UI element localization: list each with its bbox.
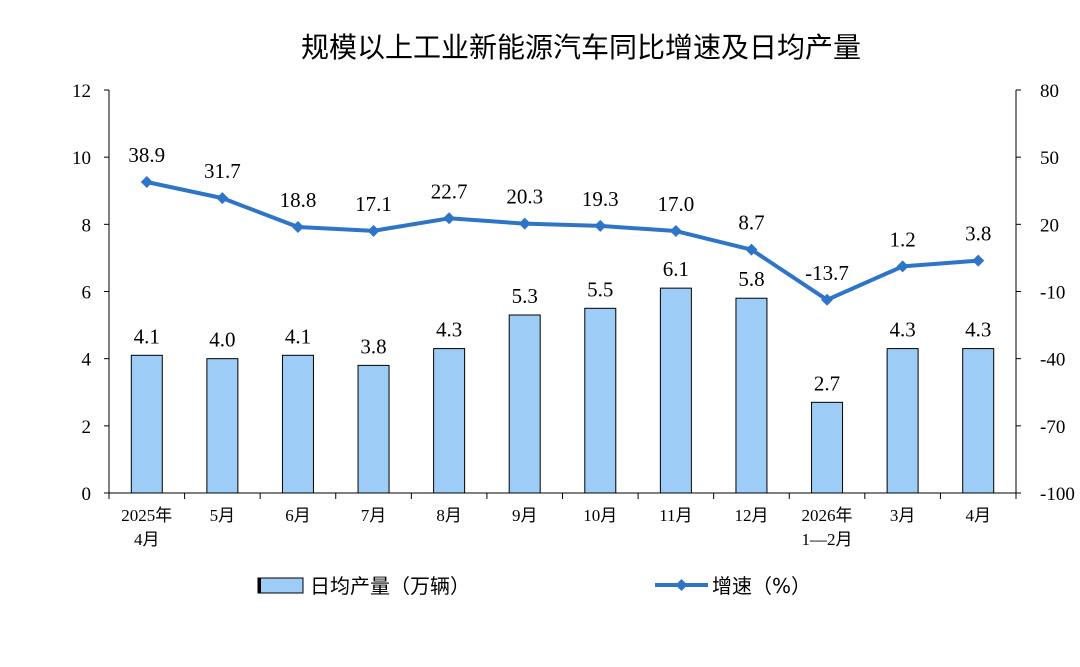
line-value-label: 3.8 (965, 222, 991, 246)
bar-value-label: 4.0 (209, 328, 235, 352)
line-point (594, 219, 607, 232)
bar (206, 358, 239, 494)
bar (659, 287, 692, 494)
bar (735, 297, 768, 494)
bar-value-label: 3.8 (360, 334, 386, 358)
bar (508, 314, 541, 494)
bar (584, 307, 617, 494)
line-value-label: 19.3 (582, 187, 619, 211)
x-tick-label: 1—2月 (802, 530, 853, 549)
line-value-label: 20.3 (506, 185, 543, 209)
line-value-label: 17.0 (658, 192, 695, 216)
bar-value-label: 5.5 (587, 277, 613, 301)
x-tick-label: 3月 (890, 506, 916, 525)
line-point (367, 224, 380, 237)
x-tick-label: 7月 (361, 506, 387, 525)
legend: 日均产量（万辆） 增速（%） (257, 574, 811, 598)
legend-bar-label: 日均产量（万辆） (310, 574, 470, 598)
chart-title: 规模以上工业新能源汽车同比增速及日均产量 (301, 31, 861, 64)
bar (962, 348, 995, 494)
bar-value-label: 2.7 (814, 371, 840, 395)
bars (130, 287, 995, 494)
y-left-tick-label: 10 (72, 148, 91, 169)
y-left-tick-label: 6 (82, 283, 92, 304)
y-right-tick-label: -70 (1040, 417, 1065, 438)
bar-value-label: 4.1 (285, 324, 311, 348)
legend-line-label: 增速（%） (712, 574, 811, 598)
data-labels: 4.1 4.0 4.1 3.8 4.3 5.3 5.5 6.1 5.8 2.7 4.3 4.3 38.9… (128, 143, 991, 395)
line-value-label: 1.2 (890, 227, 916, 251)
y-left-tick-label: 12 (72, 81, 91, 102)
bar-value-label: 6.1 (663, 257, 689, 281)
line-point (669, 225, 682, 238)
line-point (972, 254, 985, 267)
bar (130, 354, 163, 494)
bar (886, 348, 919, 494)
line-value-label: 22.7 (431, 179, 468, 203)
bar (433, 348, 466, 494)
y-right-tick-label: 80 (1040, 81, 1059, 102)
x-tick-label: 4月 (134, 530, 160, 549)
legend-bar-swatch (257, 577, 304, 594)
line-value-label: 8.7 (738, 211, 764, 235)
y-right-tick-label: 20 (1040, 215, 1059, 236)
line-point (443, 212, 456, 225)
line-value-label: -13.7 (805, 261, 849, 285)
bar-value-label: 4.3 (965, 318, 991, 342)
bar-value-label: 5.3 (512, 284, 538, 308)
y-right-tick-label: -10 (1040, 283, 1065, 304)
y-left-tick-label: 2 (82, 417, 92, 438)
legend-bar-swatch-edge (258, 578, 261, 593)
x-tick-label: 4月 (965, 506, 991, 525)
bar (281, 354, 314, 494)
line-point (896, 260, 909, 273)
y-right-tick-label: 50 (1040, 148, 1059, 169)
x-tick-label: 10月 (583, 506, 617, 525)
line-point (745, 243, 758, 256)
x-tick-label: 8月 (436, 506, 462, 525)
axes: 0 2 4 6 8 10 12 -100 -70 -40 -10 20 50 80 (72, 81, 1075, 505)
y-left-tick-label: 0 (82, 484, 92, 505)
line-value-label: 17.1 (355, 192, 392, 216)
growth-line (146, 180, 979, 302)
line-series (140, 176, 985, 306)
line-value-label: 31.7 (204, 159, 241, 183)
x-tick-label: 5月 (210, 506, 236, 525)
bar-value-label: 4.1 (134, 324, 160, 348)
x-tick-label: 2025年 (121, 506, 172, 525)
bar-value-label: 5.8 (738, 267, 764, 291)
x-tick-label: 6月 (285, 506, 311, 525)
line-value-label: 38.9 (128, 143, 165, 167)
line-point (821, 293, 834, 306)
y-right-tick-label: -40 (1040, 350, 1065, 371)
bar (357, 364, 390, 494)
y-left-tick-label: 4 (82, 350, 92, 371)
x-tick-label: 11月 (659, 506, 692, 525)
x-tick-label: 9月 (512, 506, 538, 525)
line-point (291, 221, 304, 234)
x-axis-labels: 2025年 4月 5月 6月 7月 8月 9月 10月 11月 12月 2026年 1—2月 3月 4月 (121, 506, 991, 549)
line-value-label: 18.8 (280, 188, 317, 212)
x-tick-label: 2026年 (802, 506, 853, 525)
y-left-tick-label: 8 (82, 215, 92, 236)
bar-value-label: 4.3 (436, 318, 462, 342)
bar (811, 401, 844, 494)
y-right-tick-label: -100 (1040, 484, 1075, 505)
bar-value-label: 4.3 (890, 318, 916, 342)
legend-line-marker (675, 579, 688, 591)
x-tick-label: 12月 (734, 506, 768, 525)
line-point (518, 217, 531, 230)
line-point (140, 176, 153, 189)
line-point (216, 192, 229, 205)
